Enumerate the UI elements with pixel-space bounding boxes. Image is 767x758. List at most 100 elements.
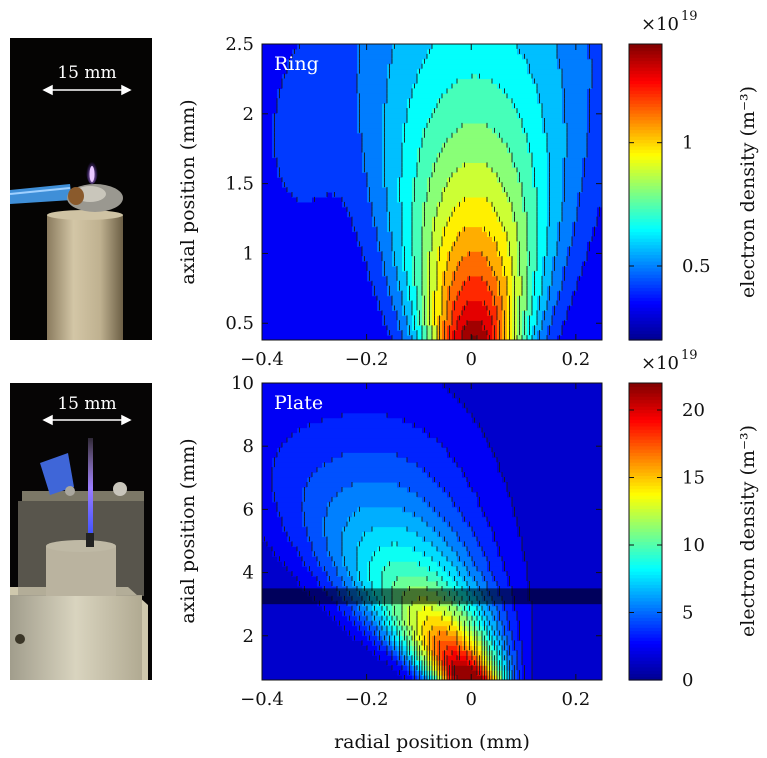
colorbar-segment [629, 155, 662, 160]
y-tick-label: 10 [231, 373, 254, 394]
colorbar-segment [629, 571, 662, 575]
colorbar-segment [629, 139, 662, 144]
colorbar-tick-label: 15 [682, 468, 705, 489]
panel-label: Plate [274, 392, 323, 414]
colorbar-segment [629, 594, 662, 599]
colorbar-segment [629, 656, 662, 661]
colorbar-segment [629, 620, 662, 625]
colorbar-segment [629, 142, 662, 147]
colorbar-segment [629, 159, 662, 163]
colorbar-segment [629, 452, 662, 457]
colorbar-segment [629, 287, 662, 292]
plot-frame [261, 382, 603, 681]
colorbar-tick-label: 5 [682, 603, 693, 624]
colorbar-segment [629, 228, 662, 233]
colorbar-frame [628, 43, 663, 341]
colorbar-segment [629, 67, 662, 71]
colorbar-segment [629, 607, 662, 612]
colorbar-segment [629, 80, 662, 85]
colorbar-segment [629, 610, 662, 615]
colorbar-segment [629, 116, 662, 121]
colorbar-segment [629, 175, 662, 180]
colorbar-segment [629, 221, 662, 226]
panel-label: Ring [274, 53, 319, 75]
colorbar-segment [629, 488, 662, 493]
colorbar: 0 5 10 15 20 ×10 19 [628, 348, 705, 691]
colorbar-segment [629, 435, 662, 440]
colorbar-segment [629, 231, 662, 236]
x-tick-label: −0.2 [345, 689, 389, 710]
contour-lines [274, 44, 602, 340]
colorbar-segment [629, 521, 662, 526]
colorbar-segment [629, 524, 662, 529]
colorbar-segment [629, 192, 662, 196]
colorbar-tick-label: 1 [682, 133, 693, 154]
photo-ring-setup: 15 mm [10, 38, 152, 340]
colorbar-segment [629, 257, 662, 262]
y-axis-label-top: axial position (mm) [177, 99, 199, 284]
y-tick-label: 2.5 [225, 34, 254, 55]
colorbar-segment [629, 511, 662, 516]
colorbar-segment [629, 326, 662, 331]
colorbar-segment [629, 211, 662, 216]
colorbar-segment [629, 172, 662, 177]
colorbar-segment [629, 495, 662, 500]
colorbar-segment [629, 485, 662, 490]
colorbar-segment [629, 640, 662, 645]
y-tick-label: 1.5 [225, 174, 254, 195]
colorbar-segment [629, 182, 662, 187]
colorbar-segment [629, 627, 662, 632]
x-tick-label: 0.2 [562, 689, 591, 710]
colorbar-segment [629, 96, 662, 101]
ring-contour-panel: Ring−0.4 −0.2 0 0.20.511.522.50.51×10 19 [225, 9, 710, 370]
colorbar-segment [629, 76, 662, 81]
colorbar: 0.5 1 ×10 19 [628, 9, 711, 341]
y-tick-label: 2 [243, 104, 254, 125]
colorbar-segment [629, 577, 662, 582]
colorbar-segment [629, 455, 662, 460]
colorbar-segment [629, 633, 662, 638]
colorbar-segment [629, 660, 662, 665]
colorbar-segment [629, 643, 662, 648]
colorbar-segment [629, 205, 662, 210]
colorbar-segment [629, 60, 662, 65]
colorbar-segment [629, 224, 662, 229]
colorbar-exponent: 19 [681, 9, 698, 24]
colorbar-segment [629, 538, 662, 542]
colorbar-segment [629, 551, 662, 556]
colorbar-segment [629, 99, 662, 104]
colorbar-segment [629, 650, 662, 655]
colorbar-segment [629, 218, 662, 223]
colorbar-segment [629, 581, 662, 585]
colorbar-segment [629, 86, 662, 91]
colorbar-segment [629, 406, 662, 410]
colorbar-segment [629, 277, 662, 282]
colorbar-segment [629, 303, 662, 308]
colorbar-segment [629, 396, 662, 401]
colorbar-segment [629, 57, 662, 62]
colorbar-segment [629, 90, 662, 94]
colorbar-segment [629, 462, 662, 467]
contour-fill [262, 44, 602, 340]
colorbar-segment [629, 70, 662, 75]
colorbar-segment [629, 290, 662, 295]
x-tick-label: 0.2 [562, 349, 591, 370]
colorbar-segment [629, 498, 662, 503]
colorbar-segment [629, 422, 662, 427]
colorbar-segment [629, 145, 662, 150]
colorbar-segment [629, 293, 662, 298]
colorbar-segment [629, 136, 662, 140]
plate-contour-panel: Plate −0.4 −0.2 0 0.2 2 4 6 8 10 0 5 10 15 20 ×10 19 [231, 348, 705, 710]
colorbar-segment [629, 274, 662, 279]
colorbar-segment [629, 50, 662, 55]
colorbar-segment [629, 234, 662, 239]
colorbar-segment [629, 600, 662, 605]
colorbar-segment [629, 244, 662, 249]
colorbar-segment [629, 561, 662, 566]
colorbar-segment [629, 44, 662, 48]
colorbar-segment [629, 280, 662, 285]
colorbar-segment [629, 254, 662, 259]
colorbar-segment [629, 491, 662, 496]
y-tick-label: 8 [243, 436, 254, 457]
x-tick-label: −0.4 [240, 349, 284, 370]
